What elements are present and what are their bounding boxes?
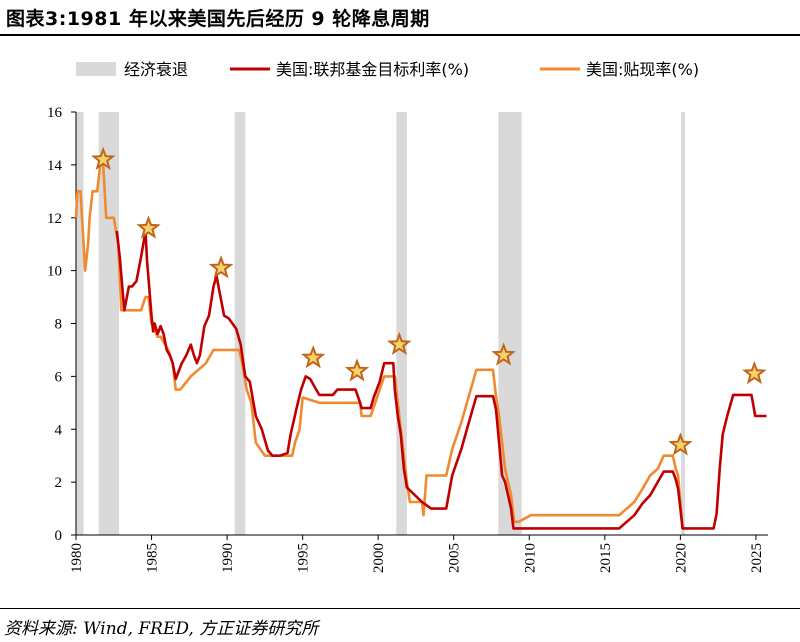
recession-band-5 [681, 112, 685, 535]
y-tick-label-12: 12 [47, 211, 62, 227]
legend-recession-swatch [76, 62, 116, 76]
legend-discount-label: 美国:贴现率(%) [586, 60, 699, 79]
chart-axes: 0 2 4 6 8 10 12 14 16 1980 1985 1990 1995 2000 2005 201… [47, 105, 768, 573]
x-tick-label-1995: 1995 [296, 543, 312, 573]
cut-markers [90, 146, 767, 456]
y-tick-label-2: 2 [55, 475, 63, 491]
x-tick-label-2005: 2005 [447, 543, 463, 573]
source-note: 资料来源: Wind, FRED, 方正证券研究所 [4, 619, 319, 639]
cut-star-0 [90, 146, 116, 171]
series-lines [74, 163, 767, 530]
rate-chart: 经济衰退 美国:联邦基金目标利率(%) 美国:贴现率(%) 0 2 4 6 8 10 12 1… [47, 60, 768, 573]
recession-bands [76, 112, 685, 535]
chart-legend: 经济衰退 美国:联邦基金目标利率(%) 美国:贴现率(%) [76, 60, 699, 79]
x-tick-label-2015: 2015 [598, 543, 614, 573]
chart-title: 图表3:1981 年以来美国先后经历 9 轮降息周期 [6, 8, 430, 30]
y-tick-label-4: 4 [55, 422, 63, 438]
legend-fed-funds-label: 美国:联邦基金目标利率(%) [276, 60, 469, 79]
y-tick-label-14: 14 [47, 158, 63, 174]
cut-star-6 [491, 342, 516, 366]
cut-star-7 [668, 432, 693, 456]
recession-band-1 [98, 112, 120, 535]
x-tick-label-1980: 1980 [69, 543, 85, 573]
discount-rate-line [74, 163, 685, 530]
title-rule [0, 34, 800, 36]
x-tick-label-2020: 2020 [673, 543, 689, 573]
recession-band-2 [234, 112, 246, 535]
recession-band-4 [498, 112, 522, 535]
source-rule [0, 608, 800, 609]
x-tick-label-2010: 2010 [522, 543, 538, 573]
x-tick-label-1990: 1990 [220, 543, 236, 573]
x-tick-label-2000: 2000 [371, 543, 387, 573]
recession-band-3 [396, 112, 407, 535]
y-tick-label-10: 10 [47, 264, 62, 280]
y-tick-label-6: 6 [55, 369, 63, 385]
x-tick-label-1985: 1985 [145, 543, 161, 573]
cut-star-5 [387, 331, 412, 356]
cut-star-2 [208, 255, 234, 279]
fed-funds-line [115, 229, 767, 530]
cut-star-4 [344, 358, 370, 382]
legend-recession-label: 经济衰退 [124, 60, 188, 79]
cut-star-1 [136, 215, 161, 239]
cut-star-3 [300, 345, 326, 369]
y-tick-label-0: 0 [55, 528, 63, 544]
recession-band-0 [76, 112, 84, 535]
y-tick-label-16: 16 [47, 105, 63, 121]
y-tick-label-8: 8 [55, 317, 63, 333]
cut-star-8 [742, 360, 767, 385]
x-tick-label-2025: 2025 [749, 543, 765, 573]
